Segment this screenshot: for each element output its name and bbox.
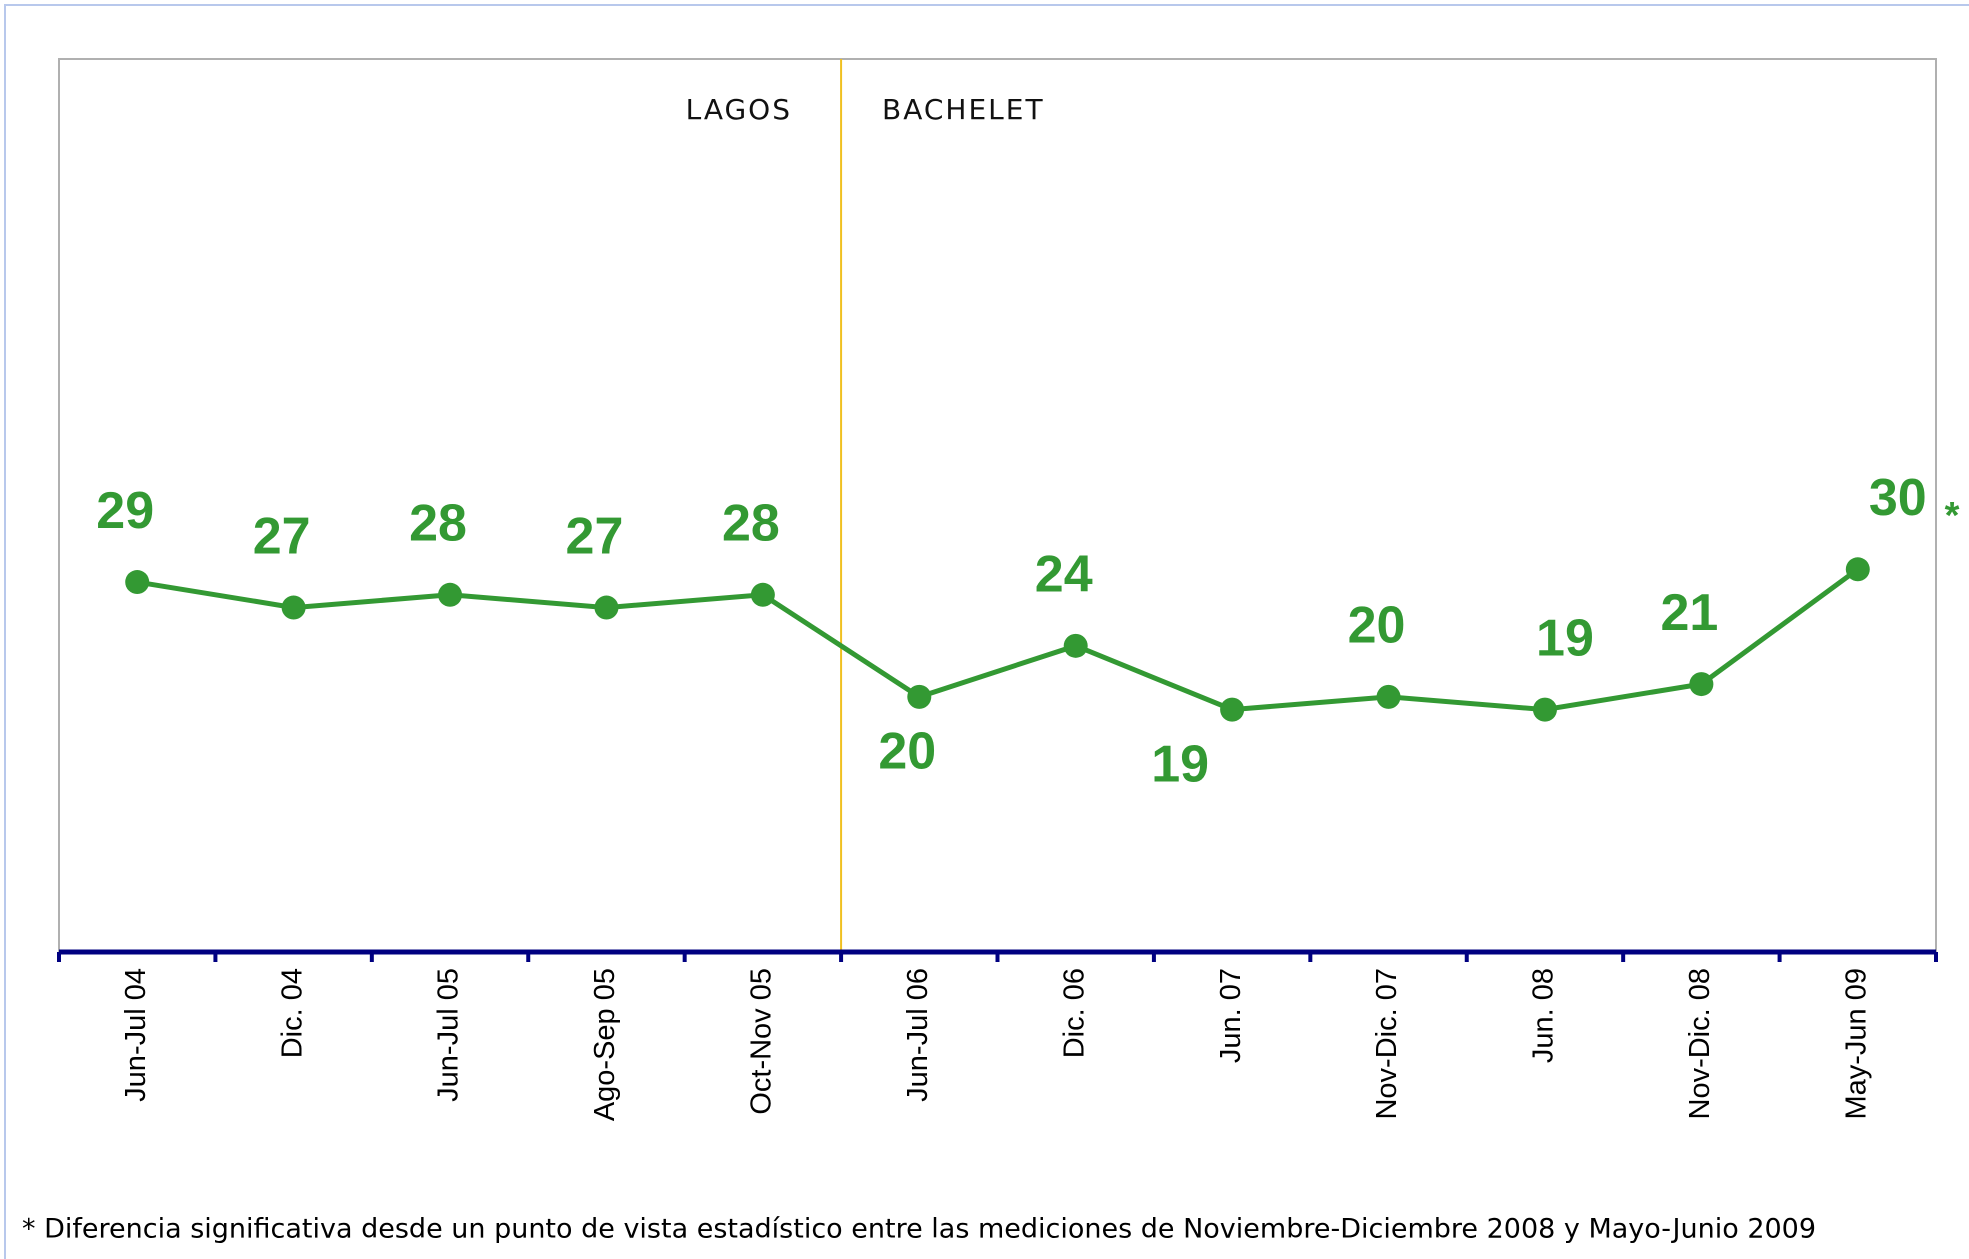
value-label: 27 <box>566 507 624 565</box>
point <box>907 684 932 709</box>
x-tick-label: Jun. 08 <box>1528 968 1560 1063</box>
value-label: 27 <box>253 507 311 565</box>
value-label: 19 <box>1151 735 1209 793</box>
page-border <box>4 4 1969 1259</box>
x-tick-label: Nov-Dic. 07 <box>1371 968 1403 1120</box>
x-tick-label: Dic. 04 <box>276 968 308 1058</box>
x-tick-label: Jun-Jul 06 <box>902 968 934 1102</box>
point <box>750 582 775 607</box>
value-label: 28 <box>722 495 780 553</box>
x-tick-label: Jun-Jul 05 <box>433 968 465 1102</box>
value-label: 19 <box>1536 609 1594 667</box>
x-tick-label: Oct-Nov 05 <box>746 968 778 1115</box>
value-label: 29 <box>96 482 154 540</box>
x-tick-label: Jun. 07 <box>1215 968 1247 1063</box>
significance-mark: * <box>1945 495 1960 537</box>
point <box>1220 697 1245 722</box>
point <box>1845 557 1870 582</box>
point <box>594 595 619 620</box>
bachelet-label: BACHELET <box>882 93 1045 126</box>
x-tick-label: May-Jun 09 <box>1840 968 1872 1120</box>
point <box>1689 672 1714 697</box>
value-label: 20 <box>878 723 936 781</box>
x-tick-label: Dic. 06 <box>1058 968 1090 1058</box>
plot-area <box>58 58 1937 953</box>
footnote: * Diferencia significativa desde un punt… <box>22 1214 1816 1245</box>
x-tick-label: Ago-Sep 05 <box>589 968 621 1121</box>
value-label: 21 <box>1660 584 1718 642</box>
point <box>125 570 150 595</box>
x-tick-label: Jun-Jul 04 <box>120 968 152 1102</box>
point <box>1063 633 1088 658</box>
value-label: 30 <box>1869 469 1927 527</box>
x-tick-label: Nov-Dic. 08 <box>1684 968 1716 1120</box>
point <box>438 582 463 607</box>
point <box>1376 684 1401 709</box>
value-label: 20 <box>1348 597 1406 655</box>
lagos-label: LAGOS <box>686 93 792 126</box>
point <box>281 595 306 620</box>
value-label: 24 <box>1035 546 1093 604</box>
value-label: 28 <box>409 495 467 553</box>
point <box>1532 697 1557 722</box>
line <box>136 567 1860 713</box>
